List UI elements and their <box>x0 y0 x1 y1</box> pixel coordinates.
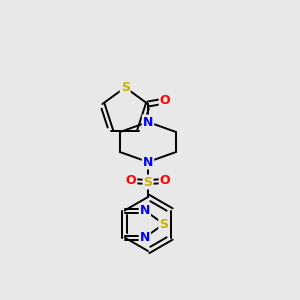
Text: O: O <box>160 175 170 188</box>
Text: N: N <box>140 204 150 217</box>
Text: N: N <box>143 116 153 128</box>
Text: O: O <box>160 94 170 107</box>
Text: S: S <box>143 176 152 188</box>
Text: S: S <box>121 81 130 94</box>
Text: N: N <box>143 155 153 169</box>
Text: N: N <box>140 231 150 244</box>
Text: S: S <box>159 218 168 230</box>
Text: O: O <box>126 175 136 188</box>
